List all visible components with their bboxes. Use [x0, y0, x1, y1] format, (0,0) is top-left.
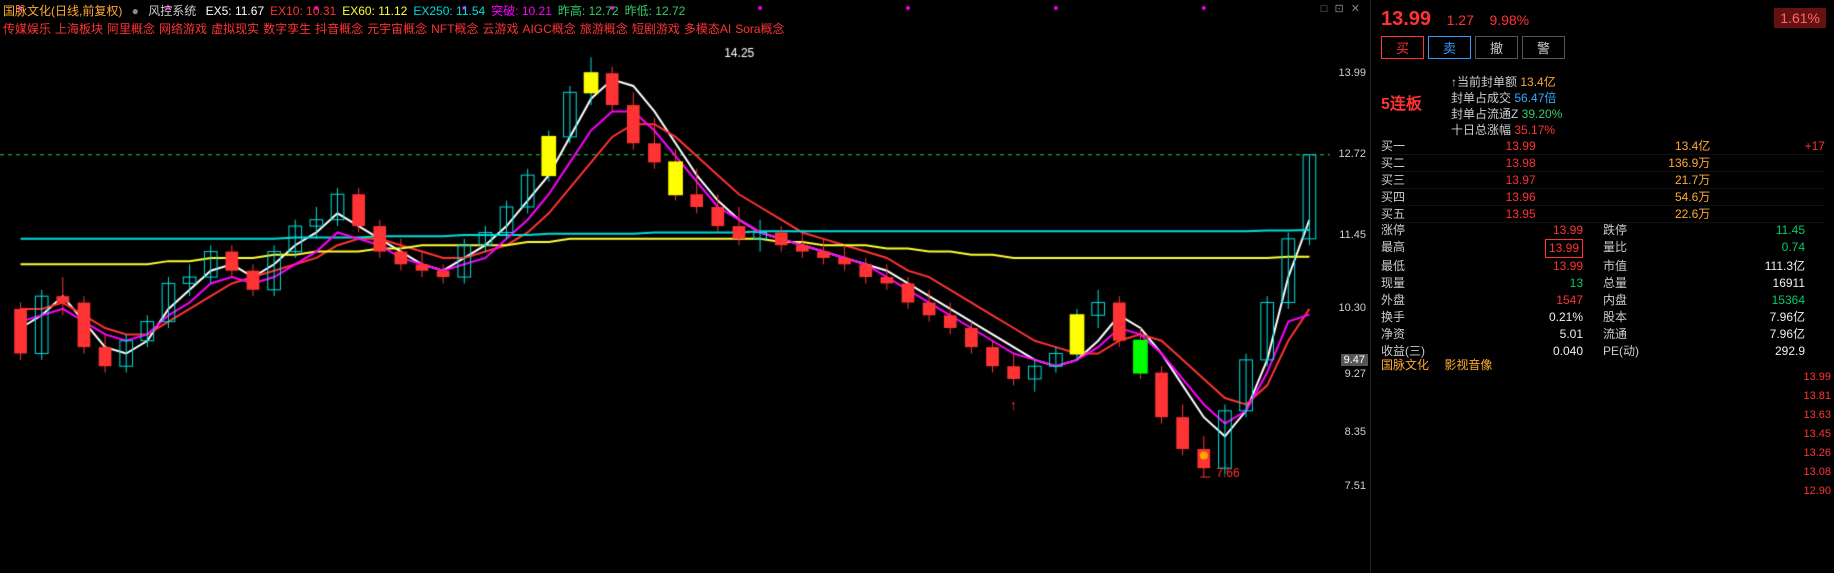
mini-tick: 13.26	[1791, 444, 1831, 463]
concept-tag: 抖音概念	[315, 22, 363, 36]
seal-row: ↑当前封单额 13.4亿	[1451, 74, 1562, 90]
mini-tick: 13.45	[1791, 425, 1831, 444]
stat-row: 外盘1547内盘15364	[1381, 292, 1825, 309]
concept-tag: Sora概念	[735, 22, 784, 36]
price-tick: 9.27	[1345, 368, 1366, 380]
concept-tag: 传媒娱乐	[3, 22, 51, 36]
price-pct: 9.98%	[1489, 12, 1529, 28]
price-tick: 7.51	[1345, 480, 1366, 492]
concept-tag: 上海板块	[55, 22, 103, 36]
concept-tag: 短剧游戏	[632, 22, 680, 36]
stat-row: 换手0.21%股本7.96亿	[1381, 309, 1825, 326]
mini-tick: 13.08	[1791, 463, 1831, 482]
chart-header: 国脉文化(日线,前复权) ● 风控系统 EX5: 11.67EX10: 10.3…	[3, 2, 697, 19]
bid-row: 买四13.9654.6万	[1381, 189, 1825, 206]
stat-cell: 最高13.99	[1381, 239, 1603, 258]
price-tick: 13.99	[1338, 67, 1366, 79]
mini-axis: 13.9913.8113.6313.4513.2613.0812.90	[1791, 368, 1831, 501]
stat-cell: 股本7.96亿	[1603, 309, 1825, 326]
indicator-EX60: EX60: 11.12	[342, 4, 407, 18]
indicator-突破: 突破: 10.21	[491, 4, 552, 18]
window-controls[interactable]: □ ⊡ ✕	[1321, 2, 1362, 15]
cancel-button[interactable]: 撤	[1475, 36, 1518, 59]
stat-cell: 净资5.01	[1381, 326, 1603, 343]
stat-row: 涨停13.99跌停11.45	[1381, 222, 1825, 239]
risk-label: 风控系统	[148, 4, 196, 18]
stat-cell: 现量13	[1381, 275, 1603, 292]
seal-row: 十日总涨幅 35.17%	[1451, 122, 1562, 138]
stat-cell: 量比0.74	[1603, 239, 1825, 258]
concept-tag: NFT概念	[431, 22, 478, 36]
indicator-EX250: EX250: 11.54	[413, 4, 485, 18]
stock-name: 国脉文化(日线,前复权)	[3, 4, 122, 18]
seal-row: 封单占流通Z 39.20%	[1451, 106, 1562, 122]
mini-tick: 13.81	[1791, 387, 1831, 406]
mini-tick: 12.90	[1791, 482, 1831, 501]
indicator-EX5: EX5: 11.67	[206, 4, 265, 18]
price-tick: 8.35	[1345, 426, 1366, 438]
concept-tag: 虚拟现实	[211, 22, 259, 36]
last-price: 13.99	[1381, 8, 1431, 30]
bid-row: 买五13.9522.6万	[1381, 206, 1825, 223]
stat-row: 最低13.99市值111.3亿	[1381, 258, 1825, 275]
mini-tick: 13.63	[1791, 406, 1831, 425]
mini-tick: 13.99	[1791, 368, 1831, 387]
bid-rows: 买一13.9913.4亿+17买二13.98136.9万买三13.9721.7万…	[1381, 138, 1825, 223]
stat-cell: 涨停13.99	[1381, 222, 1603, 239]
price-change: 1.27	[1447, 12, 1474, 28]
bid-row: 买一13.9913.4亿+17	[1381, 138, 1825, 155]
concept-tag: 数字孪生	[263, 22, 311, 36]
tab-sector[interactable]: 影视音像	[1444, 358, 1492, 372]
concept-tag: 阿里概念	[107, 22, 155, 36]
concept-tag: AIGC概念	[522, 22, 575, 36]
concept-tag: 网络游戏	[159, 22, 207, 36]
seal-row: 封单占成交 56.47倍	[1451, 90, 1562, 106]
stat-row: 净资5.01流通7.96亿	[1381, 326, 1825, 343]
price-tick: 10.30	[1338, 302, 1366, 314]
price-marker: 9.47	[1341, 354, 1368, 366]
concept-tag: 云游戏	[482, 22, 518, 36]
stat-cell: 外盘1547	[1381, 292, 1603, 309]
tab-stock[interactable]: 国脉文化	[1381, 358, 1429, 372]
concept-tag: 元宇宙概念	[367, 22, 427, 36]
quote-line: 13.99 1.27 9.98%	[1381, 8, 1539, 31]
indicator-EX10: EX10: 10.31	[270, 4, 336, 18]
quote-panel: 13.99 1.27 9.98% 1.61% 买 卖 撤 警 5连板 ↑当前封单…	[1370, 0, 1834, 573]
bid-row: 买三13.9721.7万	[1381, 172, 1825, 189]
price-tick: 11.45	[1339, 229, 1366, 241]
limit-board-badge: 5连板	[1381, 90, 1422, 114]
stat-cell: 最低13.99	[1381, 258, 1603, 275]
sell-button[interactable]: 卖	[1428, 36, 1471, 59]
bid-row: 买二13.98136.9万	[1381, 155, 1825, 172]
stat-cell: 总量16911	[1603, 275, 1825, 292]
indicator-昨低: 昨低: 12.72	[625, 4, 686, 18]
stat-cell: 内盘15364	[1603, 292, 1825, 309]
mini-chart-tabs[interactable]: 国脉文化 影视音像	[1381, 356, 1504, 373]
buy-button[interactable]: 买	[1381, 36, 1424, 59]
stat-cell: 跌停11.45	[1603, 222, 1825, 239]
candlestick-canvas[interactable]	[0, 0, 1330, 573]
pct-box: 1.61%	[1774, 8, 1826, 28]
concept-tag: 旅游概念	[580, 22, 628, 36]
chart-area[interactable]: 国脉文化(日线,前复权) ● 风控系统 EX5: 11.67EX10: 10.3…	[0, 0, 1370, 573]
stat-row: 现量13总量16911	[1381, 275, 1825, 292]
price-axis: 13.99 12.72 11.45 10.30 9.27 8.35 7.51 9.47	[1330, 0, 1370, 573]
stat-cell: 换手0.21%	[1381, 309, 1603, 326]
stats-grid: 涨停13.99跌停11.45最高13.99量比0.74最低13.99市值111.…	[1381, 222, 1825, 360]
stat-cell: PE(动)292.9	[1603, 343, 1825, 360]
action-buttons: 买 卖 撤 警	[1381, 36, 1565, 59]
indicator-昨高: 昨高: 12.72	[558, 4, 619, 18]
stat-cell: 市值111.3亿	[1603, 258, 1825, 275]
concept-tags: 传媒娱乐上海板块阿里概念网络游戏虚拟现实数字孪生抖音概念元宇宙概念 NFT概念云游…	[3, 20, 793, 37]
stat-cell: 流通7.96亿	[1603, 326, 1825, 343]
stat-row: 最高13.99量比0.74	[1381, 239, 1825, 258]
seal-info: ↑当前封单额 13.4亿封单占成交 56.47倍封单占流通Z 39.20%十日总…	[1451, 74, 1562, 138]
alert-button[interactable]: 警	[1522, 36, 1565, 59]
price-tick: 12.72	[1338, 148, 1366, 160]
concept-tag: 多模态AI	[684, 22, 731, 36]
